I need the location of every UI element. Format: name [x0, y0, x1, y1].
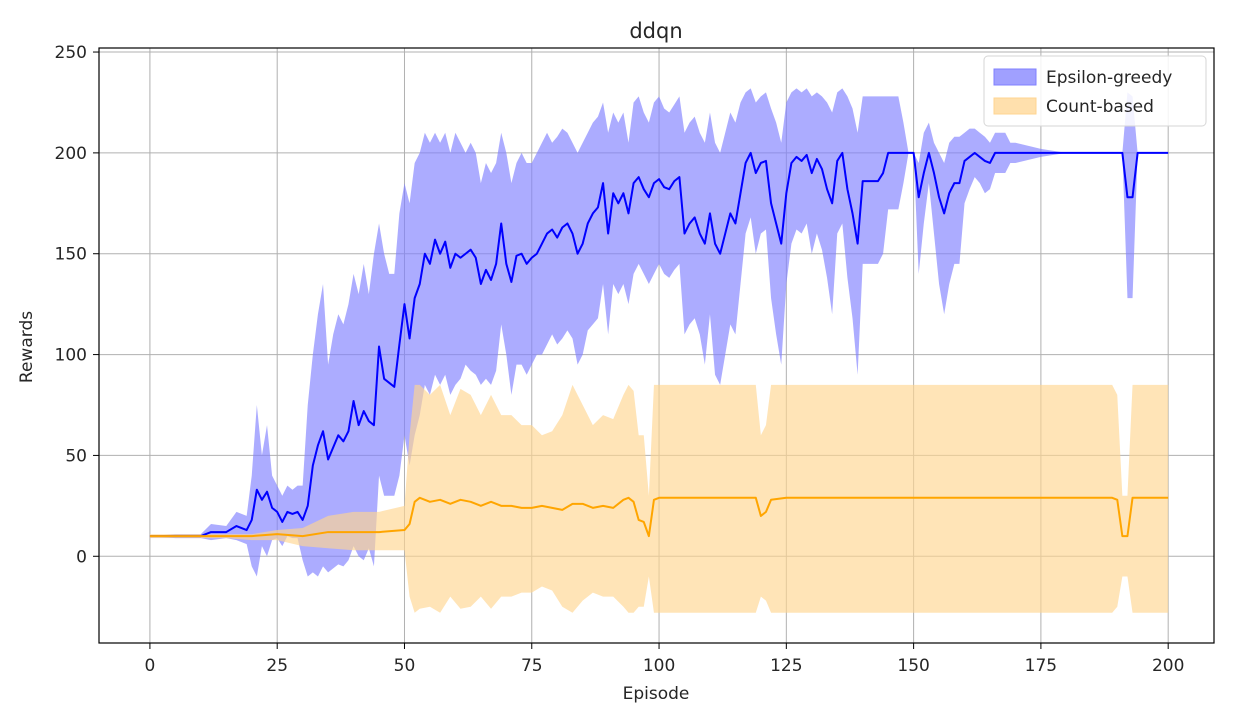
x-tick-label: 175	[1025, 656, 1057, 676]
legend: Epsilon-greedy Count-based	[983, 55, 1207, 127]
y-tick-label: 150	[55, 245, 87, 265]
y-tick-label: 100	[55, 346, 87, 366]
y-tick-label: 50	[65, 446, 87, 466]
y-axis-label: Rewards	[17, 311, 37, 383]
y-tick-label: 200	[55, 144, 87, 164]
legend-swatch-count-based	[993, 97, 1037, 115]
x-tick-label: 50	[394, 656, 416, 676]
legend-swatch-epsilon-greedy	[993, 68, 1037, 86]
x-tick-label: 150	[897, 656, 929, 676]
y-tick-label: 250	[55, 43, 87, 63]
x-tick-label: 100	[643, 656, 675, 676]
legend-label-count-based: Count-based	[1046, 97, 1154, 117]
x-tick-label: 125	[770, 656, 802, 676]
x-tick-label: 25	[266, 656, 288, 676]
epsilon-greedy-line	[149, 151, 1169, 538]
count-based-line	[149, 496, 1169, 538]
epsilon-greedy-band	[149, 88, 1169, 577]
legend-label-epsilon-greedy: Epsilon-greedy	[1046, 68, 1172, 88]
x-tick-label: 200	[1152, 656, 1184, 676]
chart-title: ddqn	[629, 19, 682, 43]
axis-ticks: 0 25 50 75 100 125 150 175 200 0 50 100 150 200 250	[55, 43, 1185, 676]
x-tick-label: 75	[521, 656, 543, 676]
x-axis-label: Episode	[623, 684, 690, 704]
y-tick-label: 0	[76, 547, 87, 567]
plot-frame	[98, 47, 1215, 644]
series-lines	[149, 151, 1169, 538]
x-tick-label: 0	[144, 656, 155, 676]
legend-box	[983, 55, 1207, 127]
